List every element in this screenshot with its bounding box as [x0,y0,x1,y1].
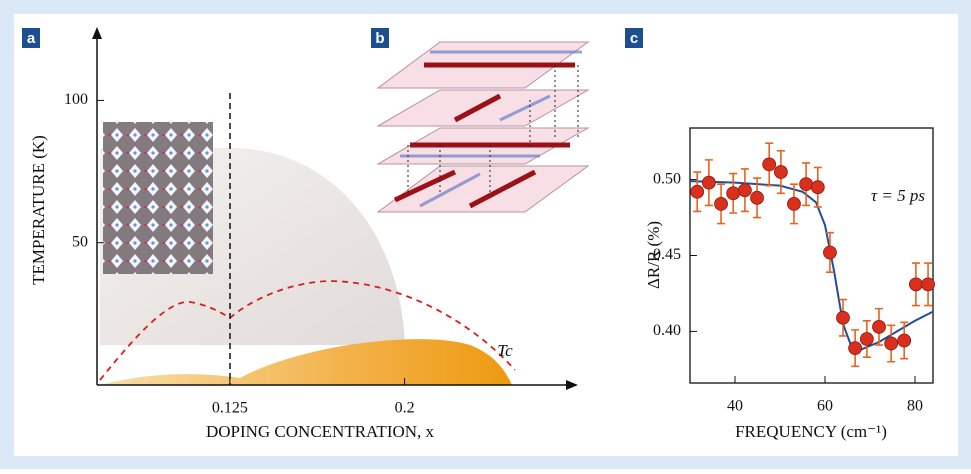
data-point [799,177,813,192]
annotation: τ = 5 ps [871,186,925,205]
y-axis-label: TEMPERATURE (K) [29,135,48,285]
data-point [836,310,850,325]
y-tick-label: 100 [64,91,88,108]
panel-label: c [630,30,638,47]
x-tick-label: 0.2 [395,400,415,417]
data-point [714,196,728,211]
data-point [884,336,899,351]
data-point [762,157,777,172]
data-point [726,186,741,201]
panel-label: a [27,30,36,47]
x-tick-label: 0.125 [212,400,248,417]
data-point [787,196,801,211]
arrow [92,27,102,39]
x-axis-label: FREQUENCY (cm⁻¹) [735,422,887,441]
panel-labels: a b c [22,28,643,48]
data-point [921,277,935,292]
y-tick-label: 50 [72,233,88,250]
arrow [566,380,578,390]
data-point [872,319,886,334]
data-point [702,175,716,190]
annotation: Tc [497,341,513,360]
data-point [810,180,825,195]
data-point [848,341,863,355]
data-point [774,165,788,179]
data-point [750,190,764,205]
data-point [690,184,705,199]
y-tick-label: 0.50 [653,170,681,187]
panel-label: b [375,30,384,47]
x-tick-label: 60 [817,398,833,415]
y-axis-label: ΔR/R (%) [644,221,663,289]
x-axis-label: DOPING CONCENTRATION, x [206,422,435,441]
y-tick-label: 0.40 [653,322,681,339]
data-point [823,245,837,260]
phase-diagram-art [99,93,516,385]
y-tick-label: 0.45 [653,246,681,263]
data-point [738,183,752,198]
data-point [897,333,912,348]
x-tick-label: 40 [727,398,743,415]
stripe-layers [376,41,590,213]
data-point [859,332,874,346]
data-point [909,277,923,292]
fit-line [689,180,934,351]
x-tick-label: 80 [907,398,923,415]
